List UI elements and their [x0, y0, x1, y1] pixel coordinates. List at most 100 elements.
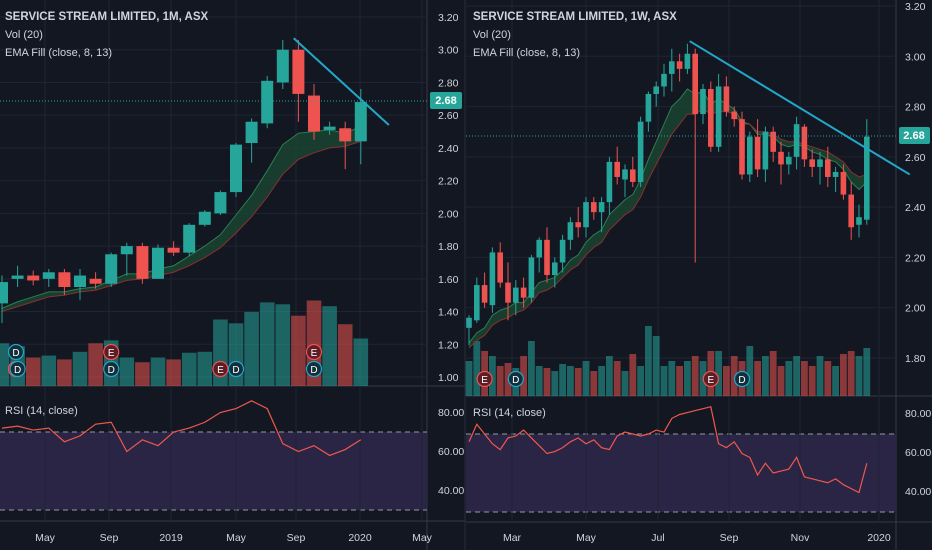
volume-bar — [535, 366, 543, 396]
volume-bar — [150, 357, 166, 386]
candle-body — [637, 121, 644, 182]
volume-bar — [244, 311, 259, 386]
volume-bar — [181, 352, 197, 386]
candle-body — [731, 111, 737, 120]
volume-bar — [582, 361, 590, 396]
volume-bar — [567, 366, 574, 396]
ema-slow-line — [1, 140, 361, 313]
price-tick-label: 2.80 — [905, 102, 926, 114]
candle-body — [552, 262, 558, 276]
volume-bar — [559, 364, 566, 396]
volume-bar — [489, 356, 496, 396]
candle-body — [528, 257, 535, 298]
candle-body — [559, 239, 566, 263]
time-tick-label: 2020 — [348, 532, 372, 544]
dividend-marker-label: D — [12, 348, 19, 359]
volume-indicator-label[interactable]: Vol (20) — [473, 29, 511, 41]
earnings-marker-label: E — [108, 348, 115, 359]
trendline[interactable] — [293, 37, 390, 126]
volume-indicator-label[interactable]: Vol (20) — [5, 29, 43, 41]
volume-bar — [777, 366, 785, 396]
volume-bar — [275, 304, 291, 386]
rsi-indicator-label[interactable]: RSI (14, close) — [5, 405, 78, 417]
dividend-marker[interactable] — [507, 370, 524, 388]
candle-body — [136, 246, 149, 279]
price-tick-label: 1.60 — [438, 274, 459, 286]
earnings-marker[interactable] — [103, 343, 120, 361]
candle-body — [261, 80, 274, 124]
trendline[interactable] — [689, 40, 911, 176]
earnings-marker[interactable] — [212, 360, 229, 378]
earnings-marker-label: E — [311, 348, 318, 359]
candle-body — [323, 126, 336, 130]
price-tick-label: 1.80 — [438, 241, 459, 253]
volume-bar — [613, 361, 621, 396]
volume-bar — [684, 361, 691, 396]
rsi-tick-label: 60.00 — [438, 446, 464, 458]
dividend-marker[interactable] — [733, 370, 751, 388]
candle-body — [825, 159, 831, 177]
candle-body — [245, 121, 258, 143]
candle-body — [630, 169, 636, 182]
ema-fill-area — [2, 126, 361, 312]
candle-body — [214, 192, 227, 214]
price-tick-label: 2.00 — [905, 303, 926, 315]
dividend-marker[interactable] — [9, 360, 26, 378]
candle-body — [466, 317, 472, 328]
panel-monthly: EDDDEEDDE 3.203.002.802.602.402.202.001.… — [0, 0, 465, 550]
dividend-marker-label: D — [512, 375, 519, 386]
ema-fill-indicator-label[interactable]: EMA Fill (close, 8, 13) — [5, 47, 112, 59]
candle-body — [58, 272, 71, 287]
volume-bar — [676, 366, 683, 396]
candle-body — [614, 161, 620, 177]
rsi-tick-label: 80.00 — [438, 407, 464, 419]
volume-bar — [847, 351, 855, 396]
volume-bar — [754, 361, 761, 396]
candle-body — [606, 161, 613, 203]
volume-bar — [652, 336, 660, 396]
candle-body — [598, 202, 605, 213]
candle-body — [152, 247, 164, 279]
volume-bar — [808, 366, 816, 396]
dividend-marker[interactable] — [103, 360, 120, 378]
earnings-marker[interactable] — [305, 343, 323, 361]
dividend-marker-label: D — [738, 375, 745, 386]
volume-bar — [25, 357, 41, 386]
dividend-marker[interactable] — [7, 343, 25, 361]
last-price-label: 2.68 — [903, 130, 924, 142]
volume-bar — [645, 326, 652, 396]
panel-weekly: E D E D 3.20 3.00 2.80 2.60 2.40 2.20 2.00 1.80 80.… — [465, 0, 932, 550]
volume-bar — [496, 366, 504, 396]
candle-body — [497, 252, 503, 283]
volume-bar — [840, 354, 847, 396]
candle-body — [513, 287, 519, 303]
price-tick-label: 3.20 — [905, 1, 926, 13]
volume-bar — [551, 371, 559, 396]
price-tick-label: 1.80 — [905, 353, 926, 365]
candle-body — [653, 86, 659, 94]
volume-bar — [621, 371, 629, 396]
rsi-indicator-label[interactable]: RSI (14, close) — [473, 407, 546, 419]
volume-bar — [863, 348, 871, 396]
volume-bar — [72, 351, 88, 386]
price-tick-label: 1.00 — [438, 372, 459, 384]
ema-slow-line — [468, 108, 867, 349]
ema-fill-indicator-label[interactable]: EMA Fill (close, 8, 13) — [473, 47, 580, 59]
rsi-band — [466, 434, 896, 512]
last-price-label: 2.68 — [435, 95, 456, 107]
earnings-marker[interactable] — [702, 370, 719, 388]
candle-body — [276, 49, 289, 83]
dividend-marker[interactable] — [305, 360, 323, 378]
candle-body — [474, 285, 480, 321]
price-tick-label: 3.00 — [905, 51, 926, 63]
dividend-marker[interactable] — [227, 360, 245, 378]
ema-fast-line — [468, 88, 868, 344]
volume-bar — [322, 306, 337, 386]
volume-bar — [119, 357, 135, 386]
volume-bar — [691, 356, 699, 396]
earnings-marker[interactable] — [476, 370, 493, 388]
volume-bar — [629, 354, 637, 396]
dividend-marker-label: D — [232, 365, 239, 376]
chart-title: SERVICE STREAM LIMITED, 1M, ASX — [5, 11, 209, 23]
